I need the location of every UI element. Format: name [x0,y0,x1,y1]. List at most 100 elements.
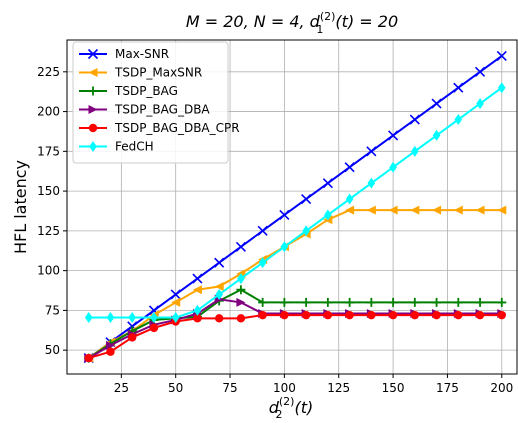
data-point [236,314,246,323]
x-tick-label: 100 [273,381,296,395]
data-point [258,257,267,269]
data-point [474,66,486,77]
x-tick-label: 25 [114,381,129,395]
data-point [345,310,354,320]
data-point [475,310,485,320]
x-tick-label: 200 [490,381,513,395]
data-point [192,273,203,284]
data-point [323,297,333,307]
data-point [454,114,463,126]
data-point [453,82,464,93]
data-point [432,129,441,141]
data-point [366,205,376,215]
data-point [280,310,289,320]
series-line [88,209,502,359]
chart-title-sub: 1 [316,23,323,36]
y-tick-label: 225 [37,65,60,79]
legend-box [72,41,229,164]
data-point [237,273,245,285]
y-tick-label: 125 [37,224,60,238]
data-point [258,310,267,320]
data-point [280,241,289,253]
data-point [128,312,137,324]
data-point [496,50,507,61]
legend-label: FedCH [115,140,154,154]
chart-title: M = 20, N = 4, d(2) 1 (t) = 20 [186,10,398,36]
data-point [150,312,158,324]
data-point [324,209,332,221]
data-point [388,297,398,307]
data-point [257,225,268,236]
data-point [409,114,420,125]
data-point [192,285,202,295]
series-tsdp-bag [84,285,507,363]
legend-label: TSDP_MaxSNR [114,66,202,80]
data-point [476,98,484,110]
x-tick-label: 50 [168,381,183,395]
legend-marker [88,86,98,96]
legend-label: TSDP_BAG [114,84,178,98]
y-axis-title: HFL latency [11,160,30,254]
data-point [235,241,246,252]
data-point [323,310,333,320]
data-point [453,205,463,215]
data-point [84,312,93,324]
data-point [367,310,376,320]
series-fedch [84,82,506,324]
legend-marker [87,48,99,60]
data-point [411,145,419,157]
data-point [215,288,223,300]
data-point [388,310,398,320]
data-point [236,297,246,307]
data-point [345,205,355,215]
data-point [497,310,506,320]
legend-marker [88,123,98,133]
x-tick-label: 175 [436,381,459,395]
data-point [301,310,311,320]
y-tick-label: 50 [45,343,60,357]
data-point [345,193,354,205]
data-point [301,193,312,205]
x-axis-title-rhs: (t) [294,398,313,417]
data-point [105,340,115,350]
chart-title-rhs: (t) = 20 [335,12,398,31]
x-axis-title: d(2) 2 (t) [269,395,314,421]
data-point [453,297,463,307]
data-point [454,310,463,320]
data-point [214,257,225,268]
data-point [344,162,355,173]
data-point [279,209,290,221]
y-tick-label: 100 [37,264,60,278]
data-point [367,177,376,189]
data-point [193,304,202,316]
legend-marker [89,141,97,152]
data-point [258,297,268,307]
data-point [432,205,442,215]
data-point [214,314,224,323]
data-point [322,178,333,189]
legend: Max-SNR TSDP_MaxSNR TSDP_BAG TSDP_BAG_DBA TS… [72,41,240,164]
legend-item: FedCH [79,140,154,154]
data-point [214,282,224,292]
data-point [106,347,115,356]
ticks: 25 50 75 100 125 150 175 200 50 75 100 125 150 175 200… [37,65,513,395]
data-point [84,353,93,363]
data-point [432,310,441,320]
data-point [389,161,397,173]
data-point [171,297,181,307]
legend-item: TSDP_BAG [79,84,178,98]
data-point [106,312,115,324]
data-point [388,130,399,141]
data-point [149,323,159,333]
data-point [410,310,420,320]
y-tick-label: 75 [45,303,60,317]
data-point [345,297,355,307]
legend-item: Max-SNR [79,47,169,61]
chart-title-sup: (2) [320,10,336,23]
data-point [475,297,485,307]
data-point [497,297,507,307]
legend-marker [88,68,98,77]
x-tick-label: 150 [382,381,405,395]
series-tsdp-bag-dba [84,294,507,363]
